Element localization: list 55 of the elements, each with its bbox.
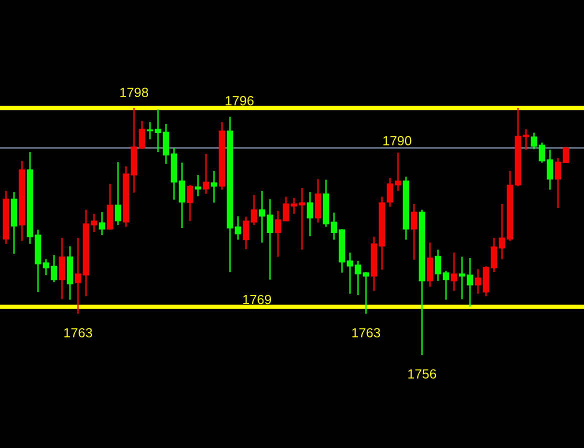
candlestick [346,252,354,295]
candlestick [234,216,242,240]
candlestick [74,237,82,315]
candlestick [522,128,530,150]
candlestick [362,271,370,315]
candlestick [186,184,194,222]
annotation: 1763 [64,328,92,338]
candlestick [466,257,474,308]
candlestick [266,198,274,280]
candlestick [458,256,466,300]
candlestick [450,252,458,292]
candlestick [426,242,434,288]
candlestick [194,174,202,197]
candlestick [562,146,570,164]
text: 1796 [226,96,254,106]
candlestick [162,123,170,165]
candlestick [146,121,154,140]
candlestick [90,213,98,233]
candlestick [178,162,186,229]
annotation: 1763 [352,328,380,338]
candlestick [258,190,266,244]
candlestick [354,260,362,296]
candlestick [242,216,250,250]
candlestick [98,211,106,236]
candlestick [42,258,50,276]
candlestick [554,157,562,209]
candlestick [290,197,298,215]
candlestick [394,152,402,192]
candlestick [250,194,258,226]
candlestick [306,191,314,237]
candlestick [210,170,218,204]
candlestick [442,270,450,300]
candlestick [154,108,162,153]
candlestick [434,249,442,282]
candlestick [530,132,538,150]
candlestick [114,161,122,226]
candlestick [202,153,210,195]
candlestick [282,196,290,222]
candlestick [298,187,306,250]
annotation: 1756 [408,369,436,379]
candlestick [474,268,482,295]
candlestick [498,203,506,260]
candlestick [386,177,394,208]
candlestick [138,120,146,150]
candlestick [50,254,58,283]
candlestick [410,203,418,260]
candlestick [274,210,282,258]
candlestick [58,237,66,300]
annotation: 1790 [383,136,412,146]
annotation: 1798 [120,88,148,98]
candlestick [546,149,554,190]
candlestick [490,237,498,273]
candlestick [330,212,338,240]
candlestick [538,142,546,164]
annotation: 1769 [243,294,272,304]
